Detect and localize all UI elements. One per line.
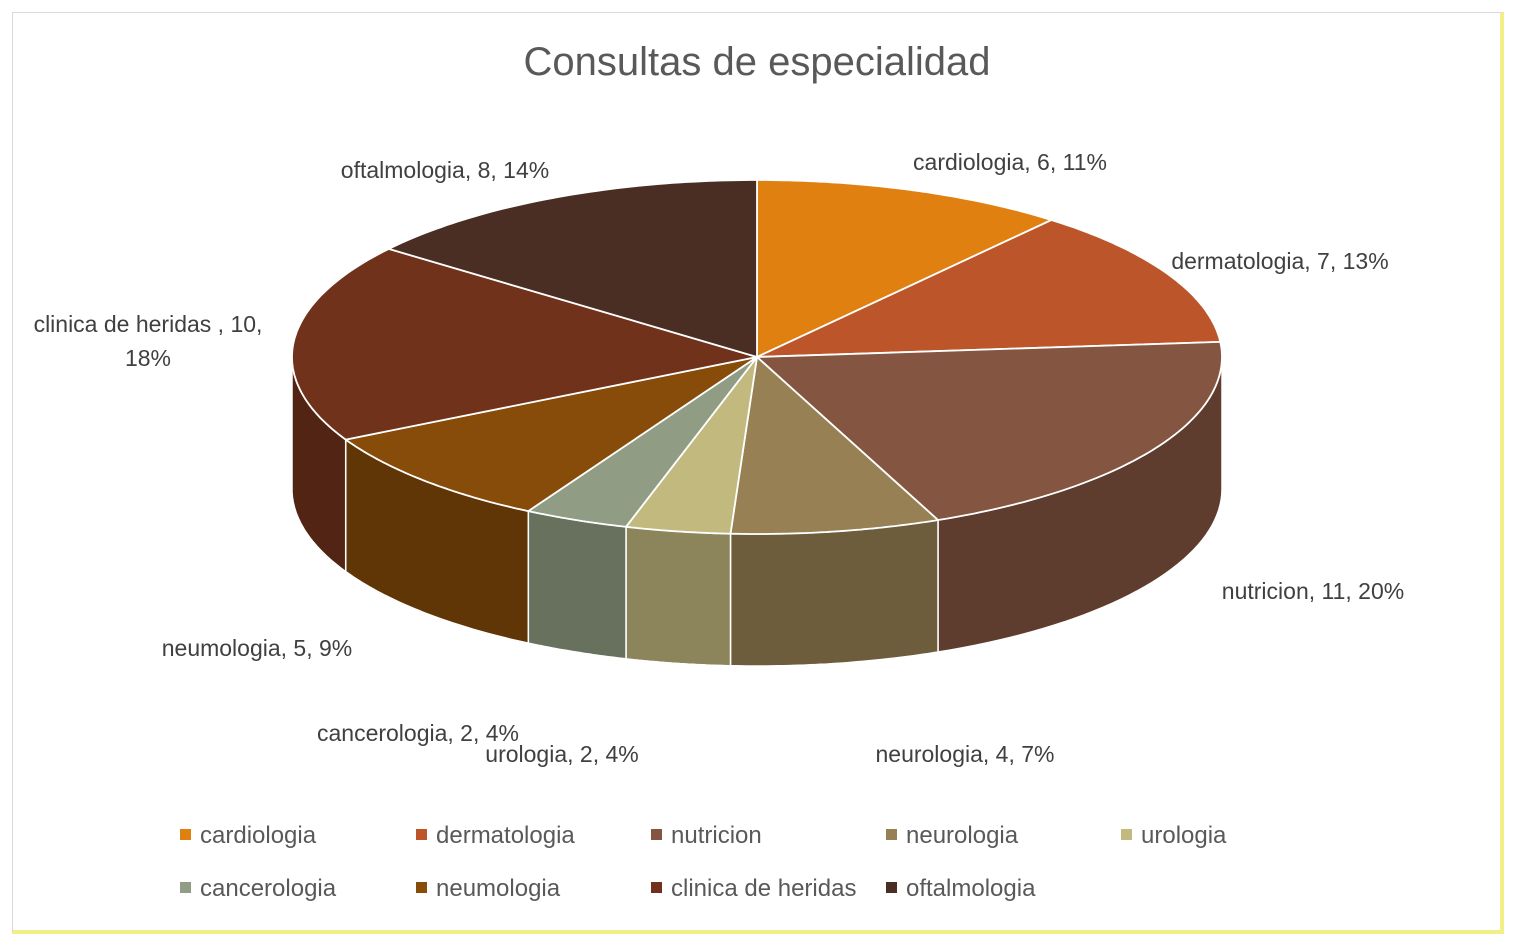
- legend-item-oftalmologia: oftalmologia: [886, 875, 1035, 903]
- legend-item-neurologia: neurologia: [886, 822, 1018, 850]
- data-label-neumologia: neumologia, 5, 9%: [162, 635, 353, 661]
- legend-swatch: [180, 829, 191, 841]
- legend-swatch: [886, 829, 897, 841]
- legend-label: cardiologia: [200, 822, 317, 849]
- legend-item-urologia: urologia: [1121, 822, 1226, 850]
- data-label-cancerologia: cancerologia, 2, 4%: [317, 720, 519, 746]
- legend-item-cancerologia: cancerologia: [180, 875, 336, 903]
- legend-label: cancerologia: [200, 875, 337, 902]
- legend-label: urologia: [1141, 822, 1227, 849]
- pie-slice-nutricion[interactable]: [756, 341, 1223, 521]
- pie-slice-cardiologia[interactable]: [756, 179, 1053, 358]
- legend-label: dermatologia: [436, 822, 575, 849]
- data-label-neurologia: neurologia, 4, 7%: [875, 741, 1054, 767]
- pie-side-urologia: [625, 525, 732, 667]
- legend-item-clinica-de-heridas: clinica de heridas: [651, 875, 856, 903]
- legend-item-nutricion: nutricion: [651, 822, 762, 850]
- pie-slice-oftalmologia[interactable]: [387, 179, 758, 358]
- legend-swatch: [180, 882, 191, 894]
- chart-title: Consultas de especialidad: [523, 40, 991, 84]
- pie-side-neurologia: [729, 519, 939, 667]
- pie-side-cancerologia: [527, 510, 627, 660]
- legend-item-cardiologia: cardiologia: [180, 822, 316, 850]
- pie-side-walls: [291, 356, 1223, 667]
- pie-slice-urologia[interactable]: [625, 356, 758, 535]
- pie-top-slices: [291, 179, 1223, 535]
- legend-swatch: [651, 829, 662, 841]
- pie-slice-dermatologia[interactable]: [756, 219, 1222, 358]
- pie-slice-neumologia[interactable]: [344, 356, 758, 512]
- pie-slice-cancerologia[interactable]: [527, 356, 758, 528]
- data-label-nutricion: nutricion, 11, 20%: [1222, 578, 1404, 604]
- legend-swatch: [416, 882, 427, 894]
- pie-slice-clinica-de-heridas[interactable]: [291, 248, 758, 441]
- data-label-dermatologia: dermatologia, 7, 13%: [1171, 248, 1388, 274]
- data-label-clinica-de-heridas: clinica de heridas , 10, 18%: [34, 311, 263, 371]
- legend-swatch: [416, 829, 427, 841]
- data-label-oftalmologia: oftalmologia, 8, 14%: [341, 157, 549, 183]
- legend-label: neurologia: [906, 822, 1019, 849]
- pie-slice-neurologia[interactable]: [729, 356, 939, 535]
- legend-label: oftalmologia: [906, 875, 1036, 902]
- legend-item-dermatologia: dermatologia: [416, 822, 575, 850]
- legend-label: neumologia: [436, 875, 561, 902]
- data-label-urologia: urologia, 2, 4%: [485, 741, 638, 767]
- legend-item-neumologia: neumologia: [416, 875, 560, 903]
- data-labels: cardiologia, 6, 11% dermatologia, 7, 13% n…: [34, 149, 1405, 767]
- legend-swatch: [886, 882, 897, 894]
- data-label-cardiologia: cardiologia, 6, 11%: [913, 149, 1107, 175]
- legend-swatch: [1121, 829, 1132, 841]
- legend-label: nutricion: [671, 822, 762, 849]
- legend-label: clinica de heridas: [671, 875, 857, 902]
- legend-swatch: [651, 882, 662, 894]
